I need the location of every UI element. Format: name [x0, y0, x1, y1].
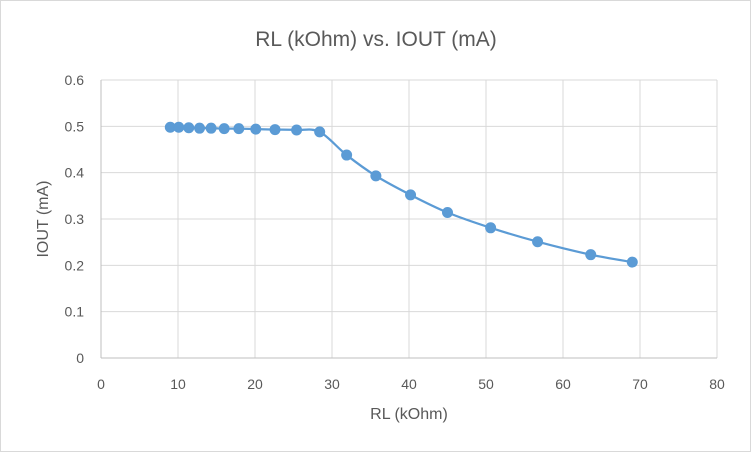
y-tick-label: 0.5 — [65, 118, 85, 134]
data-point — [218, 123, 230, 135]
data-point — [442, 207, 453, 219]
x-tick-label: 30 — [324, 376, 340, 392]
data-point — [626, 256, 638, 268]
x-tick-label: 60 — [555, 376, 571, 392]
data-point — [183, 122, 195, 134]
data-point — [585, 249, 597, 261]
data-point — [291, 124, 303, 136]
x-tick-label: 0 — [97, 376, 105, 392]
data-point — [250, 123, 262, 135]
x-tick-label: 10 — [170, 376, 186, 392]
y-tick-label: 0.1 — [65, 304, 85, 320]
y-tick-label: 0.3 — [65, 211, 85, 227]
data-point — [269, 124, 281, 136]
gridlines — [101, 79, 718, 358]
data-point — [233, 123, 245, 135]
data-point — [370, 170, 382, 182]
tick-labels: 0 10 20 30 40 50 60 70 80 0 0.1 0.2 0.3 0.4 0.5 0.6 — [65, 72, 725, 392]
y-tick-label: 0 — [76, 350, 84, 366]
data-point — [485, 222, 497, 234]
data-point — [314, 126, 326, 138]
data-point — [173, 121, 185, 133]
y-tick-label: 0.6 — [65, 72, 85, 88]
axes — [100, 80, 717, 359]
y-axis-title: IOUT (mA) — [35, 180, 52, 257]
data-point — [194, 122, 206, 134]
x-tick-label: 80 — [709, 376, 725, 392]
data-point — [205, 122, 217, 134]
chart-title: RL (kOhm) vs. IOUT (mA) — [255, 28, 497, 51]
y-tick-label: 0.4 — [65, 165, 85, 181]
x-tick-label: 40 — [401, 376, 417, 392]
series-layer — [164, 121, 638, 268]
x-tick-label: 50 — [478, 376, 494, 392]
x-tick-label: 20 — [247, 376, 263, 392]
data-point — [532, 236, 544, 248]
x-axis-title: RL (kOhm) — [370, 406, 448, 423]
x-tick-label: 70 — [632, 376, 648, 392]
y-tick-label: 0.2 — [65, 257, 85, 273]
data-point — [405, 189, 417, 201]
data-point — [341, 149, 353, 161]
